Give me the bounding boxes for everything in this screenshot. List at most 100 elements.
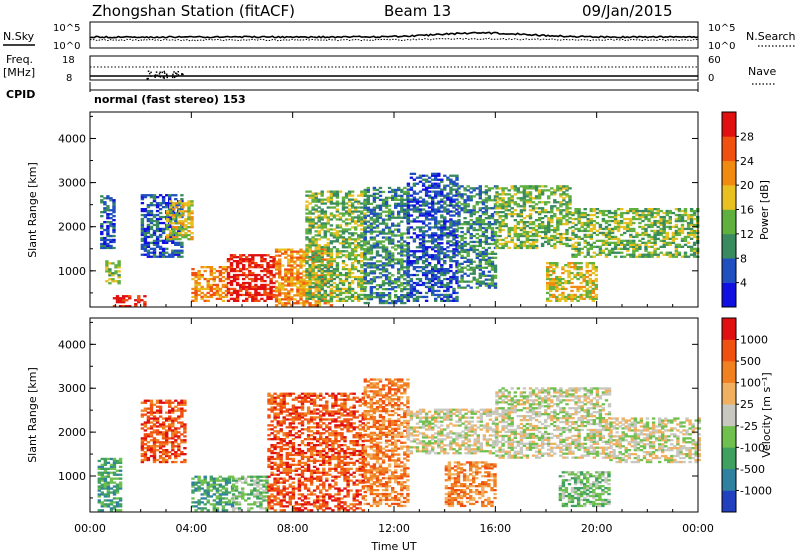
power-cell [484, 234, 489, 238]
power-cell [403, 278, 407, 281]
power-cell [484, 274, 489, 277]
power-cell [254, 297, 258, 300]
power-cell [559, 205, 563, 208]
power-cell [375, 204, 380, 207]
power-cell [372, 292, 377, 295]
power-cell [272, 258, 276, 261]
power-cell [493, 242, 498, 246]
power-cell [460, 209, 464, 212]
power-cell [406, 266, 411, 269]
power-cell [146, 255, 151, 258]
power-cell [360, 283, 364, 287]
power-cell [308, 194, 312, 197]
power-cell [573, 262, 577, 265]
power-cell [108, 282, 112, 285]
power-cell [531, 228, 536, 232]
power-cell [455, 174, 459, 177]
power-cell [106, 197, 110, 200]
power-cell [335, 273, 340, 277]
power-cell [332, 214, 337, 217]
power-cell [674, 253, 679, 256]
power-cell [394, 188, 398, 192]
power-cell [254, 285, 258, 289]
power-cell [381, 204, 386, 207]
power-cell [394, 296, 398, 299]
power-cell [384, 274, 389, 277]
power-cell [638, 215, 642, 219]
power-cell [372, 276, 377, 279]
power-cell [478, 280, 482, 283]
power-cell [635, 217, 639, 221]
power-cell [169, 210, 173, 213]
power-cell [341, 268, 346, 271]
power-cell [607, 243, 612, 246]
power-cell [242, 258, 246, 261]
power-cell [191, 299, 195, 302]
power-cell [457, 252, 461, 255]
power-cell [155, 245, 160, 248]
power-cell [531, 201, 536, 204]
power-cell [472, 276, 476, 279]
power-cell [559, 232, 563, 236]
nsearch-tick-bottom: 10^0 [708, 41, 735, 52]
velocity-cell [146, 435, 151, 438]
power-cell [577, 213, 581, 217]
power-cell [308, 285, 312, 289]
power-cell [108, 278, 112, 281]
power-cell [143, 209, 148, 213]
power-cell [534, 234, 539, 238]
power-cell [350, 271, 355, 275]
power-cell [446, 285, 450, 289]
power-cell [455, 222, 459, 225]
power-cell [400, 274, 404, 277]
power-cell [613, 217, 618, 221]
power-cell [460, 268, 464, 271]
power-cell [317, 250, 321, 253]
power-cell [540, 224, 545, 228]
power-cell [577, 215, 581, 219]
power-cell [224, 289, 229, 293]
power-cell [165, 239, 169, 242]
power-cell [668, 253, 672, 256]
power-cell [177, 241, 181, 244]
power-cell [329, 194, 334, 197]
power-cell [478, 223, 482, 226]
power-cell [662, 243, 666, 246]
power-cell [242, 266, 246, 269]
power-cell [354, 258, 358, 261]
power-cell [549, 287, 553, 291]
power-cell [338, 252, 343, 255]
power-cell [274, 280, 279, 283]
power-cell [431, 174, 435, 177]
power-cell [434, 258, 438, 261]
power-cell [475, 256, 479, 259]
power-cell [440, 178, 444, 181]
power-cell [235, 295, 240, 299]
power-cell [391, 301, 395, 305]
power-cell [375, 276, 380, 279]
power-cell [577, 221, 581, 225]
power-cell [381, 240, 386, 243]
power-cell [519, 226, 524, 230]
power-cell [200, 273, 204, 277]
power-cell [363, 222, 367, 225]
power-cell [350, 238, 355, 241]
velocity-cell [146, 411, 151, 414]
power-cell [553, 238, 557, 242]
power-cell [475, 286, 479, 289]
velocity-cell [140, 449, 145, 452]
power-cell [671, 211, 676, 215]
power-cell [418, 212, 423, 215]
power-cell [387, 196, 392, 199]
power-cell [350, 212, 355, 215]
power-cell [421, 232, 426, 235]
power-cell [472, 213, 476, 216]
power-cell [357, 194, 361, 197]
power-cell [516, 244, 520, 248]
power-cell [350, 258, 355, 261]
power-cell [387, 256, 392, 259]
power-cell [235, 281, 240, 285]
power-cell [109, 197, 113, 200]
power-cell [384, 282, 389, 285]
power-cell [463, 260, 467, 263]
